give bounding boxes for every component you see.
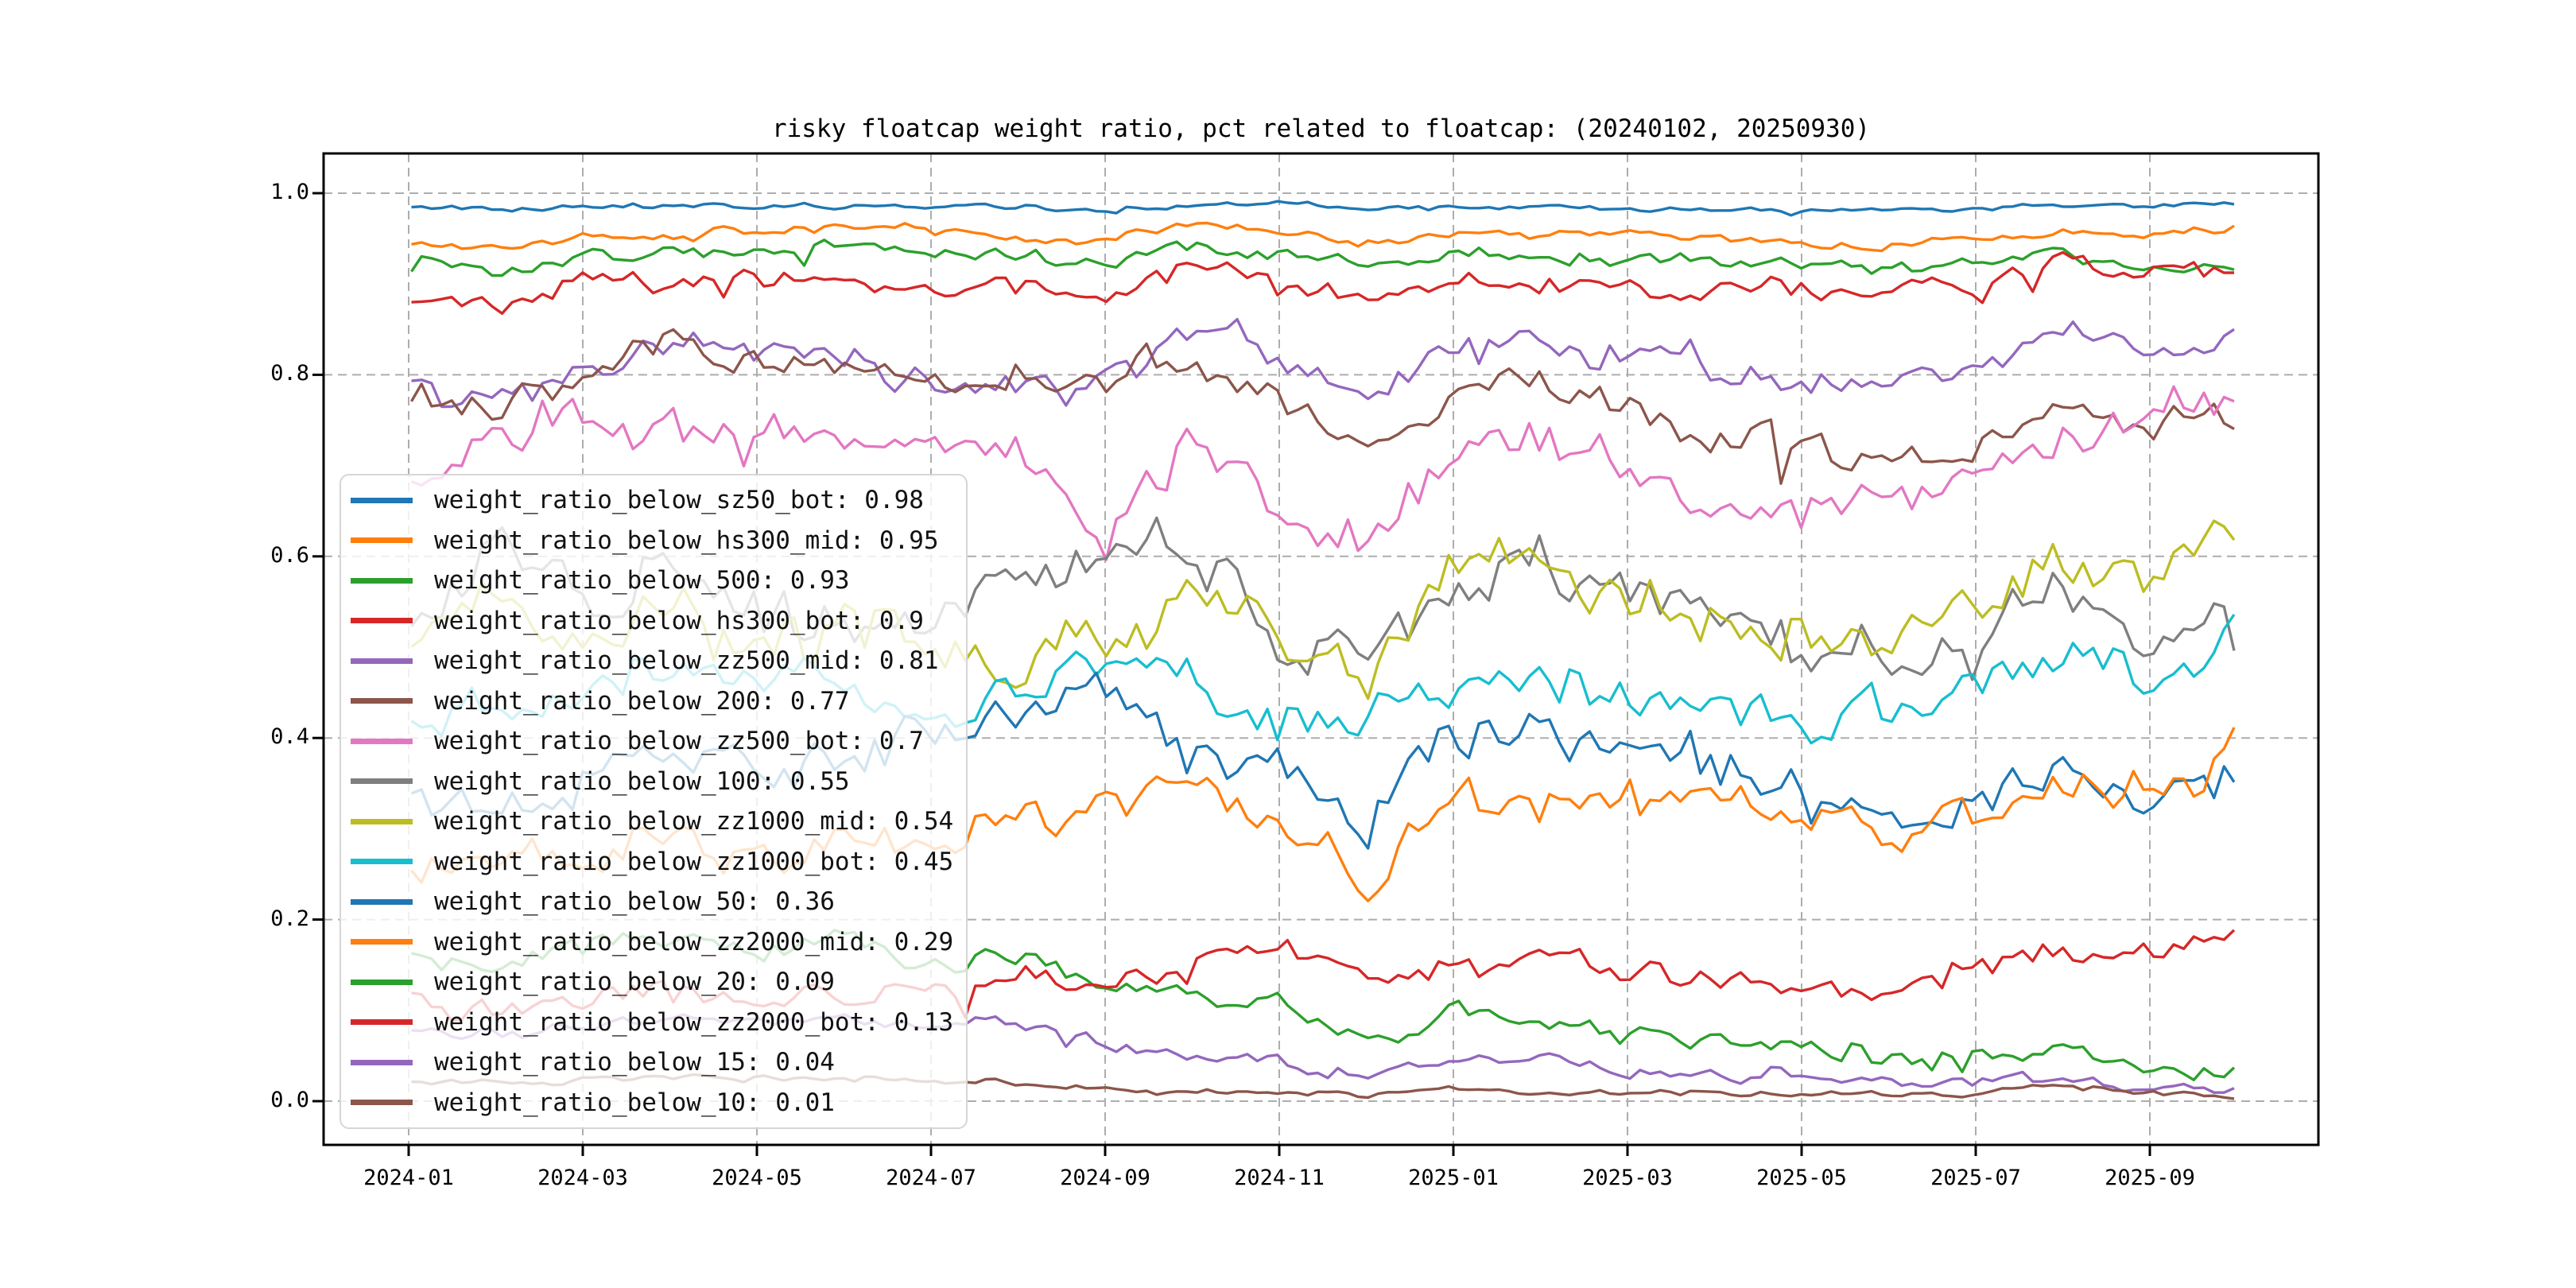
legend-item: weight_ratio_below_zz500_bot: 0.7 <box>351 721 966 762</box>
series-line-weight_ratio_below_hs300_mid <box>411 221 2235 253</box>
legend-label: weight_ratio_below_500: 0.93 <box>434 566 850 596</box>
legend-line-swatch <box>351 738 413 744</box>
legend: weight_ratio_below_sz50_bot: 0.98 weight_… <box>339 474 968 1129</box>
x-tick-label: 2024-03 <box>537 1166 628 1190</box>
y-tick-label: 0.4 <box>270 724 309 750</box>
series-line-weight_ratio_below_500 <box>410 239 2235 277</box>
legend-label: weight_ratio_below_sz50_bot: 0.98 <box>434 486 924 515</box>
x-tick-label: 2025-05 <box>1756 1166 1847 1190</box>
legend-line-swatch <box>351 818 413 824</box>
legend-line-swatch <box>351 577 413 584</box>
legend-line-swatch <box>351 859 413 865</box>
legend-item: weight_ratio_below_zz500_mid: 0.81 <box>351 641 966 681</box>
legend-item: weight_ratio_below_20: 0.09 <box>351 962 966 1003</box>
legend-item: weight_ratio_below_hs300_mid: 0.95 <box>351 521 966 561</box>
legend-label: weight_ratio_below_20: 0.09 <box>434 968 835 997</box>
legend-item: weight_ratio_below_100: 0.55 <box>351 762 966 802</box>
legend-item: weight_ratio_below_zz2000_bot: 0.13 <box>351 1003 966 1043</box>
legend-label: weight_ratio_below_10: 0.01 <box>434 1088 835 1117</box>
legend-label: weight_ratio_below_zz2000_bot: 0.13 <box>434 1007 954 1037</box>
legend-item: weight_ratio_below_sz50_bot: 0.98 <box>351 480 966 521</box>
legend-line-swatch <box>351 1059 413 1065</box>
legend-line-swatch <box>351 497 413 503</box>
legend-item: weight_ratio_below_500: 0.93 <box>351 561 966 601</box>
legend-item: weight_ratio_below_zz1000_mid: 0.54 <box>351 801 966 842</box>
x-tick-label: 2025-03 <box>1582 1166 1673 1190</box>
series-line-weight_ratio_below_sz50_bot <box>411 200 2235 217</box>
x-tick-label: 2024-01 <box>363 1166 454 1190</box>
x-tick-label: 2024-07 <box>886 1166 976 1190</box>
legend-item: weight_ratio_below_15: 0.04 <box>351 1042 966 1083</box>
legend-line-swatch <box>351 618 413 624</box>
legend-item: weight_ratio_below_zz2000_mid: 0.29 <box>351 922 966 963</box>
legend-label: weight_ratio_below_zz1000_mid: 0.54 <box>434 807 954 836</box>
legend-line-swatch <box>351 698 413 704</box>
series-line-weight_ratio_below_200 <box>410 328 2235 485</box>
legend-label: weight_ratio_below_zz2000_mid: 0.29 <box>434 927 954 956</box>
series-line-weight_ratio_below_zz500_bot <box>410 385 2235 561</box>
legend-label: weight_ratio_below_zz500_mid: 0.81 <box>434 646 939 676</box>
y-tick-label: 1.0 <box>270 180 309 204</box>
legend-item: weight_ratio_below_zz1000_bot: 0.45 <box>351 842 966 883</box>
x-tick-label: 2025-01 <box>1408 1166 1499 1190</box>
legend-label: weight_ratio_below_200: 0.77 <box>434 686 850 716</box>
y-tick-label: 0.2 <box>270 906 309 931</box>
tick-marks <box>312 192 2151 1156</box>
y-tick-label: 0.8 <box>270 361 309 386</box>
legend-label: weight_ratio_below_50: 0.36 <box>434 887 835 917</box>
legend-label: weight_ratio_below_hs300_bot: 0.9 <box>434 606 924 635</box>
x-tick-label: 2024-11 <box>1234 1166 1325 1190</box>
legend-label: weight_ratio_below_100: 0.55 <box>434 766 850 796</box>
legend-label: weight_ratio_below_hs300_mid: 0.95 <box>434 526 939 555</box>
x-tick-label: 2024-09 <box>1060 1166 1150 1190</box>
legend-line-swatch <box>351 979 413 985</box>
x-tick-label: 2024-05 <box>712 1166 802 1190</box>
legend-label: weight_ratio_below_zz500_bot: 0.7 <box>434 727 924 756</box>
legend-line-swatch <box>351 658 413 664</box>
legend-line-swatch <box>351 1019 413 1026</box>
legend-line-swatch <box>351 537 413 544</box>
y-tick-label: 0.0 <box>270 1088 309 1112</box>
legend-item: weight_ratio_below_hs300_bot: 0.9 <box>351 601 966 642</box>
x-tick-label: 2025-09 <box>2105 1166 2195 1190</box>
legend-item: weight_ratio_below_200: 0.77 <box>351 681 966 722</box>
chart-title: risky floatcap weight ratio, pct related… <box>771 114 1871 143</box>
x-tick-label: 2025-07 <box>1930 1166 2021 1190</box>
legend-line-swatch <box>351 898 413 905</box>
legend-line-swatch <box>351 778 413 785</box>
y-tick-label: 0.6 <box>270 542 309 568</box>
legend-item: weight_ratio_below_10: 0.01 <box>351 1083 966 1123</box>
legend-line-swatch <box>351 939 413 945</box>
legend-label: weight_ratio_below_15: 0.04 <box>434 1048 835 1077</box>
legend-label: weight_ratio_below_zz1000_bot: 0.45 <box>434 847 954 876</box>
legend-item: weight_ratio_below_50: 0.36 <box>351 882 966 922</box>
axes-spines <box>322 152 2320 1146</box>
series-line-weight_ratio_below_hs300_bot <box>411 250 2235 315</box>
legend-line-swatch <box>351 1100 413 1106</box>
series-line-weight_ratio_below_zz500_mid <box>411 317 2235 409</box>
